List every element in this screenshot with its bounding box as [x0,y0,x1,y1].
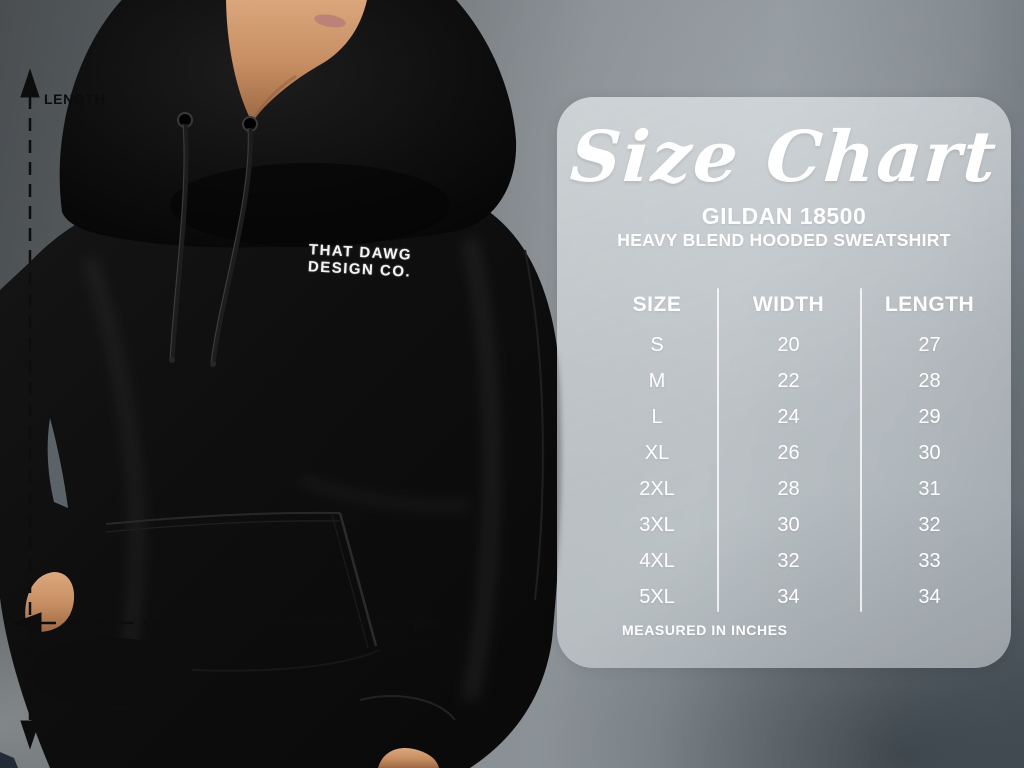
width-value: 34 [777,585,800,608]
length-arrow-label: LENGTH [44,91,106,107]
table-row: M 22 28 [597,363,999,399]
table-row: 5XL 34 34 [597,579,999,615]
column-header-width: WIDTH [752,293,825,316]
cuff-seam [359,695,456,721]
drawstrings [169,112,258,367]
measurement-arrows [12,68,444,750]
width-arrowhead-left [12,612,42,634]
width-value: 24 [777,405,800,428]
size-value: 4XL [639,549,675,572]
size-chart-title: Size Chart [567,115,1001,198]
length-value: 30 [918,441,941,464]
width-value: 32 [777,549,800,572]
size-value: XL [644,441,670,464]
table-row: L 24 29 [597,399,999,435]
length-arrowhead-up [20,68,40,98]
length-value: 34 [918,585,941,608]
table-row: 3XL 30 32 [597,507,999,543]
table-row: 2XL 28 31 [597,471,999,507]
length-value: 33 [918,549,941,572]
wall-gap [47,418,68,508]
size-table: SIZE WIDTH LENGTH S 20 27 M 22 28 L 24 2… [597,283,999,615]
length-value: 32 [918,513,941,536]
size-value: 2XL [639,477,675,500]
length-arrowhead-down [20,720,40,750]
units-note: MEASURED IN INCHES [622,622,788,638]
model-right-hand [378,747,439,768]
table-row: XL 26 30 [597,435,999,471]
length-value: 27 [918,333,941,356]
jeans [0,752,18,768]
width-value: 28 [777,477,800,500]
width-value: 20 [777,333,800,356]
size-value: S [650,333,664,356]
lips [314,14,346,28]
table-row: 4XL 32 33 [597,543,999,579]
size-value: M [648,369,666,392]
product-name: HEAVY BLEND HOODED SWEATSHIRT [617,230,951,250]
width-value: 26 [777,441,800,464]
table-column-divider-1 [717,288,719,612]
table-row: S 20 27 [597,327,999,363]
column-header-size: SIZE [632,293,682,316]
width-value: 22 [777,369,800,392]
product-code: GILDAN 18500 [701,203,867,229]
table-column-divider-2 [860,288,862,612]
size-value: L [651,405,663,428]
sleeve-seam [524,249,544,601]
size-table-header-row: SIZE WIDTH LENGTH [597,283,999,327]
model-face [226,0,367,123]
width-value: 30 [777,513,800,536]
size-chart-panel: Size Chart GILDAN 18500 HEAVY BLEND HOOD… [557,97,1011,668]
column-header-length: LENGTH [884,293,975,316]
length-value: 31 [918,477,941,500]
length-value: 28 [918,369,941,392]
size-value: 5XL [639,585,675,608]
width-arrow-label: WIDTH [381,639,434,656]
width-arrowhead-right [414,612,444,634]
size-value: 3XL [639,513,675,536]
hoodie-chest-logo: THAT DAWG DESIGN CO. [299,241,421,281]
length-value: 29 [918,405,941,428]
